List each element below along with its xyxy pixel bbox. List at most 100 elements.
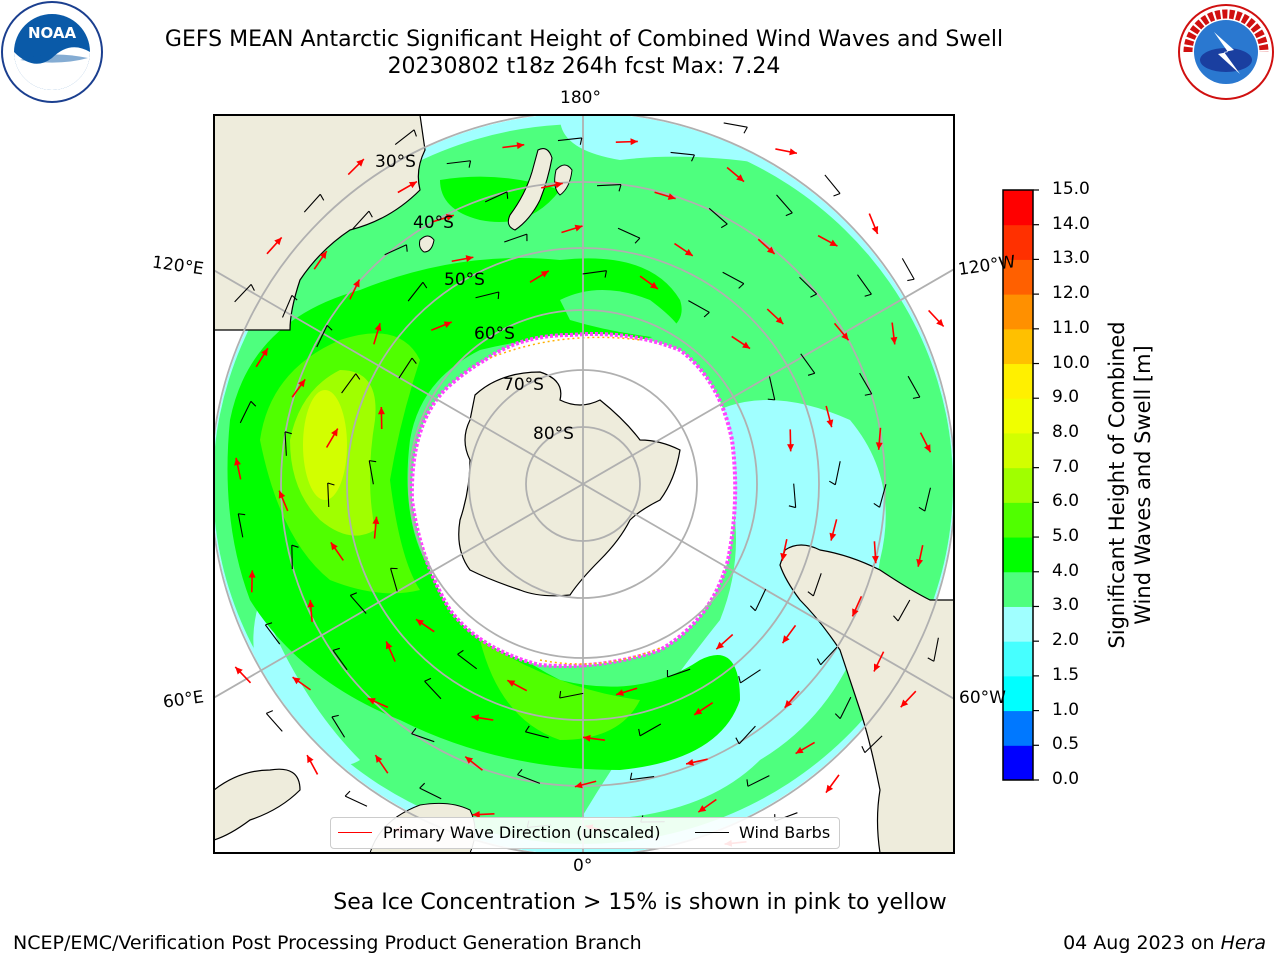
wind-barb-staff <box>303 193 321 213</box>
wind-barb-flag <box>369 460 377 463</box>
wave-arrow-head <box>298 379 306 388</box>
wave-arrow-head <box>775 316 784 325</box>
wind-barb-flag <box>927 657 935 662</box>
lat-label-50s: 50°S <box>444 270 485 290</box>
colorbar-segment <box>1003 710 1033 746</box>
wind-barb-staff <box>384 244 407 256</box>
colorbar-segment <box>1003 502 1033 538</box>
wave-arrow-head <box>924 444 931 453</box>
wave-arrow-head <box>784 699 792 708</box>
wave-arrow-head <box>616 689 624 696</box>
wind-barb-flag <box>738 283 745 289</box>
wind-barb-flag <box>250 400 257 407</box>
wind-barb-staff <box>331 716 346 738</box>
wind-barb-flag <box>629 772 633 780</box>
wind-barb-staff <box>237 513 244 538</box>
colorbar-segment <box>1003 606 1033 642</box>
wind-barb-staff <box>265 713 283 732</box>
wave-arrow-head <box>574 781 583 789</box>
wind-barb-flag <box>691 154 695 162</box>
wave-arrow-head <box>445 214 454 221</box>
antarctica <box>458 371 681 597</box>
wind-barb-flag <box>720 223 728 229</box>
wind-barb-staff <box>332 650 348 671</box>
colorbar-segment <box>1003 571 1033 607</box>
wind-barb-staff <box>352 210 370 230</box>
wave-arrow-head <box>516 142 525 150</box>
wave-arrow-head <box>936 318 944 327</box>
wind-barb-flag <box>618 184 622 192</box>
colorbar-tick-label: 13.0 <box>1052 248 1090 269</box>
colorbar-segment <box>1003 294 1033 330</box>
wind-barb-flag <box>807 372 815 376</box>
wind-barb-staff <box>708 207 728 225</box>
wave-arrow-head <box>766 246 775 254</box>
wind-barb-flag <box>405 244 408 252</box>
wind-barb-staff <box>284 431 287 456</box>
colorbar-label-line2: Wind Waves and Swell [m] <box>1131 345 1155 625</box>
wind-barb-flag <box>907 278 915 282</box>
wind-barb-staff <box>239 401 252 424</box>
wind-barb-staff <box>839 696 852 719</box>
wind-barb-staff <box>907 375 921 398</box>
south-america <box>779 544 954 853</box>
wind-barb-staff <box>504 233 528 243</box>
wave-arrow-head <box>782 635 790 644</box>
wind-barb-flag <box>411 357 417 364</box>
footer-date: 04 Aug 2023 on Hera <box>1063 932 1266 954</box>
wind-barb-staff <box>264 624 281 645</box>
wind-barb-flag <box>638 728 641 736</box>
colorbar-segment <box>1003 363 1033 399</box>
wind-barb-staff <box>475 291 499 299</box>
wave-arrow-head <box>829 239 838 247</box>
colorbar-label-line1: Significant Height of Combined <box>1105 321 1129 649</box>
wind-barb-flag <box>703 311 710 318</box>
map-subtitle: 20230802 t18z 264h fcst Max: 7.24 <box>387 54 781 79</box>
wind-barb-staff <box>723 122 748 128</box>
wind-barb-flag <box>816 658 822 666</box>
wave-arrow-head <box>716 641 724 650</box>
wave-arrow-head <box>408 181 417 189</box>
wind-barb-staff <box>630 776 655 781</box>
wind-barb-staff <box>799 276 818 295</box>
wind-barb-flag <box>746 779 749 787</box>
colorbar-segment <box>1003 745 1033 781</box>
wind-barb-flag <box>411 727 417 735</box>
wind-barb-flag <box>810 293 817 298</box>
wind-barb-staff <box>419 787 442 800</box>
wind-barb-flag <box>807 591 814 597</box>
wind-barb-flag <box>785 212 793 217</box>
wave-arrow-head <box>330 542 338 551</box>
colorbar-segment <box>1003 224 1033 260</box>
wave-arrow-head <box>319 251 327 260</box>
wind-barb-flag <box>424 677 432 682</box>
colorbar-tick-label: 4.0 <box>1052 560 1080 581</box>
wind-barb-flag <box>912 396 920 399</box>
wind-barb-flag <box>344 790 351 797</box>
wind-barb-staff <box>557 137 582 142</box>
wind-barb-flag <box>291 544 299 548</box>
wind-barb-staff <box>859 372 873 395</box>
wind-barb-flag <box>634 237 641 244</box>
wave-arrow-head <box>443 321 452 328</box>
legend-wave-label: Primary Wave Direction (unscaled) <box>383 823 661 842</box>
wind-barb-flag <box>788 505 796 509</box>
wave-arrow-head <box>234 457 241 466</box>
meridian-label-0: 0° <box>573 856 593 876</box>
lat-label-40s: 40°S <box>413 213 454 233</box>
wave-arrow-head <box>248 570 256 578</box>
wave-arrow-head <box>736 174 745 182</box>
colorbar-tick-label: 1.5 <box>1052 664 1080 685</box>
wind-barb-flag <box>326 324 333 331</box>
wind-barb-flag <box>468 160 472 168</box>
sea-ice-note: Sea Ice Concentration > 15% is shown in … <box>333 890 947 915</box>
colorbar-segment <box>1003 537 1033 573</box>
wind-barb-flag <box>250 284 255 291</box>
wind-barb-staff <box>582 270 607 275</box>
colorbar-tick-label: 15.0 <box>1052 179 1090 199</box>
noaa-logo: NOAA <box>1 1 103 103</box>
wind-barb-flag <box>579 137 583 145</box>
wind-barb-staff <box>446 160 471 165</box>
wind-barb-staff <box>234 284 252 303</box>
wind-barb-flag <box>864 293 872 297</box>
